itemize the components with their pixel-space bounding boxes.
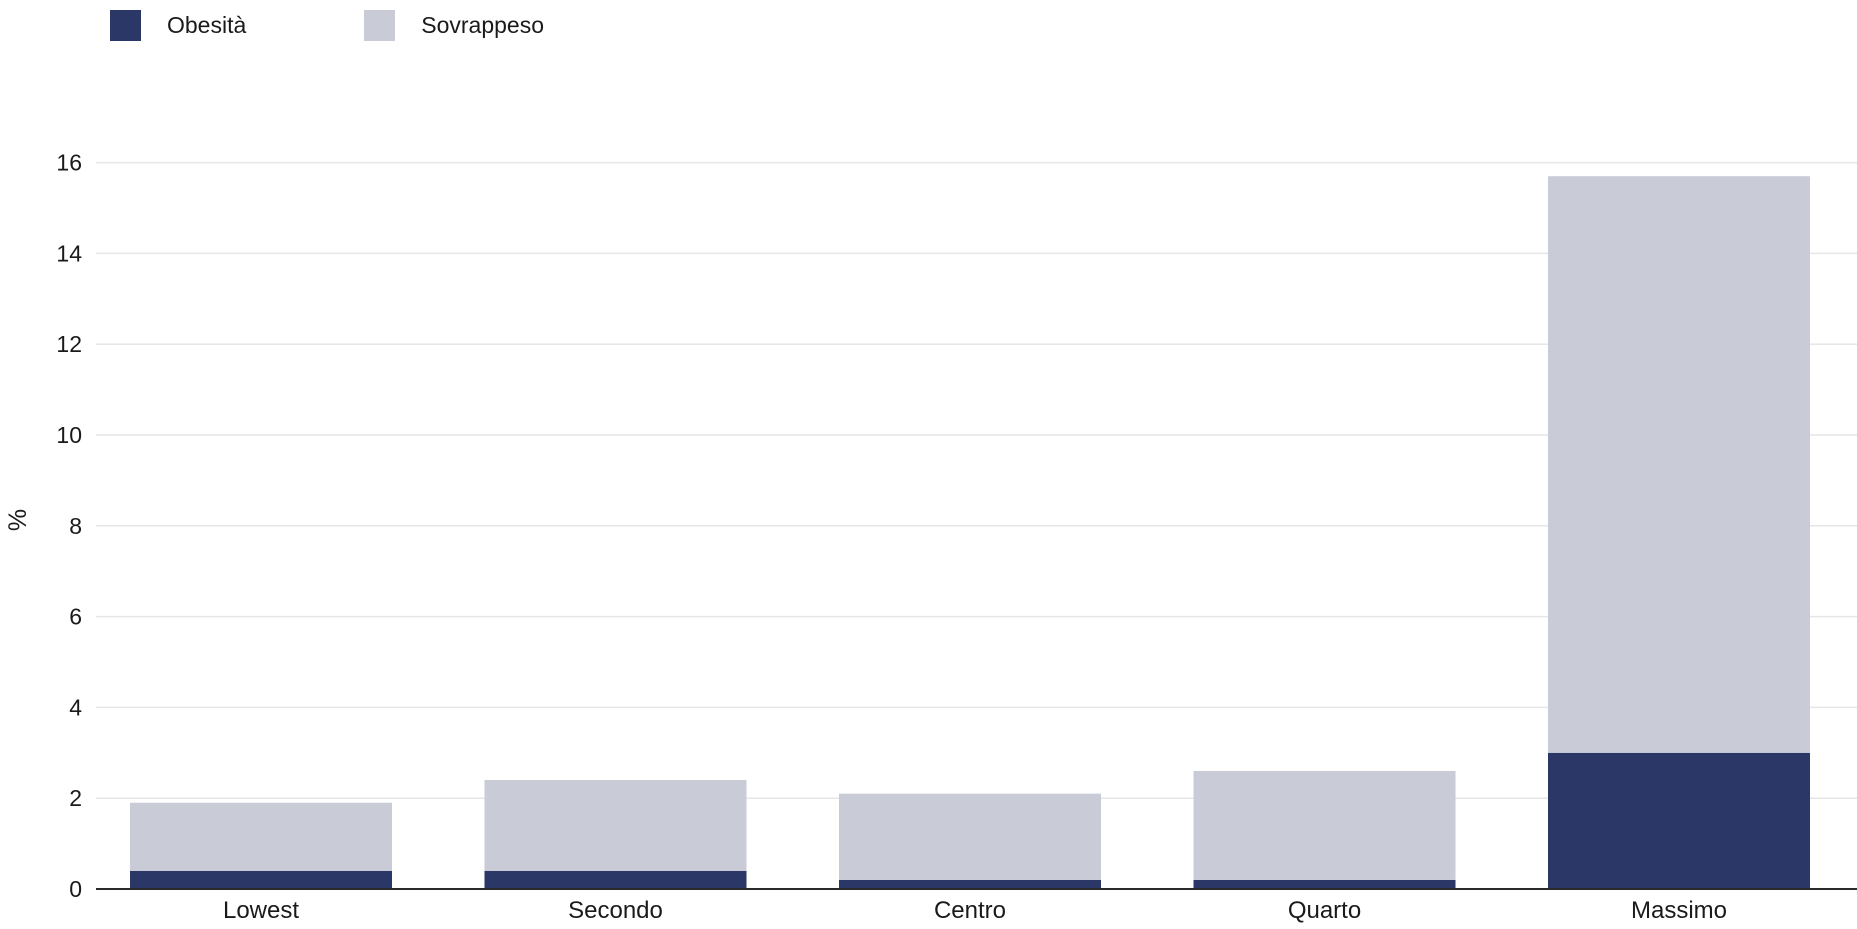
x-tick-label: Massimo	[1631, 897, 1727, 924]
y-tick-label: 16	[56, 150, 82, 176]
x-tick-label: Quarto	[1288, 897, 1361, 924]
legend: Obesità Sovrappeso	[110, 10, 662, 41]
y-tick-label: 10	[56, 422, 82, 448]
bar-sovrappeso-massimo	[1548, 176, 1810, 753]
y-tick-label: 14	[56, 240, 82, 266]
bar-sovrappeso-centro	[839, 793, 1101, 880]
bar-obesita-secondo	[484, 870, 747, 889]
bars	[130, 176, 1810, 889]
y-tick-label: 2	[69, 785, 82, 811]
legend-swatch-obesita	[110, 10, 141, 41]
legend-label-sovrappeso: Sovrappeso	[421, 12, 545, 38]
bar-sovrappeso-quarto	[1193, 770, 1456, 880]
bar-sovrappeso-secondo	[484, 780, 747, 871]
axes: 0 2 4 6 8 10 12 14 16 Lowest Secondo Centro Quarto Ma…	[56, 150, 1857, 924]
legend-item-sovrappeso: Sovrappeso	[364, 10, 544, 41]
y-tick-label: 6	[69, 604, 82, 630]
x-tick-label: Centro	[934, 897, 1006, 924]
x-tick-label: Secondo	[568, 897, 663, 924]
y-tick-label: 12	[56, 331, 82, 357]
y-axis-label: %	[4, 509, 32, 531]
y-tick-label: 0	[69, 876, 82, 902]
bar-obesita-lowest	[130, 870, 392, 889]
bar-obesita-centro	[839, 879, 1101, 889]
legend-item-obesita: Obesità	[110, 10, 246, 41]
y-tick-label: 8	[69, 513, 82, 539]
x-tick-label: Lowest	[223, 897, 299, 924]
bar-sovrappeso-lowest	[130, 802, 392, 871]
legend-swatch-sovrappeso	[364, 10, 396, 41]
y-tick-label: 4	[69, 694, 82, 720]
bar-obesita-massimo	[1548, 752, 1810, 889]
legend-label-obesita: Obesità	[167, 12, 247, 38]
bar-obesita-quarto	[1193, 879, 1456, 889]
